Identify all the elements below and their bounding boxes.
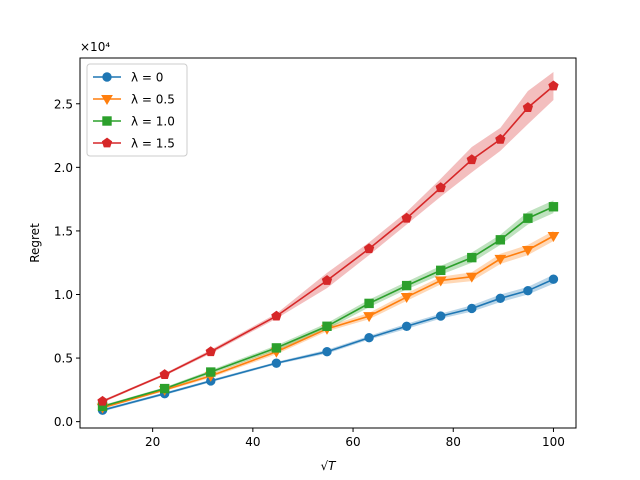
series-1-point [363, 312, 375, 323]
series-0-point [271, 358, 282, 368]
series-1-point [494, 254, 507, 265]
series-3-point [435, 182, 446, 193]
series-2-point [548, 202, 559, 212]
series-3-point [466, 154, 477, 165]
x-tick-label: 40 [245, 435, 260, 449]
series-2-point [159, 383, 170, 394]
series-1-line [102, 235, 554, 409]
y-axis-multiplier: ×10⁴ [80, 40, 110, 54]
x-tick-label: 100 [542, 435, 565, 449]
series-0-point [364, 333, 374, 343]
series-0-point [401, 321, 412, 331]
series-3-point [401, 212, 412, 223]
series-2-point [436, 265, 446, 276]
series-1-point [465, 272, 478, 283]
y-tick-label: 2.0 [54, 161, 73, 175]
x-tick-label: 20 [145, 435, 160, 449]
x-tick-label: 60 [345, 435, 360, 449]
plot-frame [79, 57, 577, 429]
legend-box [86, 63, 188, 157]
series-0-line [102, 278, 554, 411]
series-markers [96, 80, 560, 415]
series-3-point [548, 80, 559, 91]
series-0-point [495, 293, 506, 304]
series-2-point [322, 321, 332, 331]
series-2-point [523, 213, 533, 223]
legend-entry-label: λ = 0 [131, 71, 163, 85]
legend-entry-label: λ = 0.5 [131, 93, 175, 107]
legend-swatch-marker [102, 116, 112, 126]
series-3-point [522, 102, 534, 112]
series-1-point [434, 276, 447, 287]
y-tick-label: 0.0 [54, 415, 73, 429]
series-3-point [321, 275, 333, 285]
series-3-point [205, 346, 216, 357]
series-1-point [522, 245, 534, 256]
y-tick-label: 2.5 [54, 97, 73, 111]
legend-entry-label: λ = 1.0 [131, 115, 175, 129]
series-3-point [495, 133, 506, 144]
series-1-point [400, 293, 413, 304]
series-2-point [271, 343, 282, 353]
series-0-point [322, 347, 332, 357]
series-2-point [401, 280, 412, 291]
series-2-point [467, 252, 477, 263]
series-0-point [467, 303, 477, 314]
x-tick-label: 80 [446, 435, 461, 449]
y-tick-label: 1.0 [54, 288, 73, 302]
series-2-point [364, 298, 374, 309]
y-tick-label: 1.5 [54, 224, 73, 238]
x-axis-label: √T [321, 459, 338, 473]
legend-swatch-marker [101, 95, 113, 105]
y-axis-ticks: 0.0 0.5 1.0 1.5 2.0 2.5 [54, 97, 80, 429]
y-axis-label: Regret [28, 223, 42, 263]
series-2-point [495, 235, 506, 245]
series-0-point [436, 311, 446, 321]
series-1-point [547, 232, 560, 242]
series-2-point [206, 367, 216, 377]
series-3-point [271, 310, 282, 321]
legend-swatch-marker [101, 137, 113, 148]
legend: λ = 0 λ = 0.5 λ = 1.0 λ = 1.5 [86, 63, 188, 157]
y-tick-label: 0.5 [54, 352, 73, 366]
series-3-point [97, 395, 108, 406]
series-1-band [102, 230, 554, 409]
series-0-point [523, 285, 533, 296]
legend-entry-label: λ = 1.5 [131, 137, 175, 151]
series-3-line [102, 85, 554, 403]
series-3-point [159, 369, 170, 379]
series-0-point [548, 274, 559, 284]
legend-swatch-marker [102, 72, 112, 82]
x-axis-ticks: 20 40 60 80 100 [145, 428, 565, 449]
series-3-point [363, 243, 375, 254]
series-0-band [102, 274, 554, 412]
